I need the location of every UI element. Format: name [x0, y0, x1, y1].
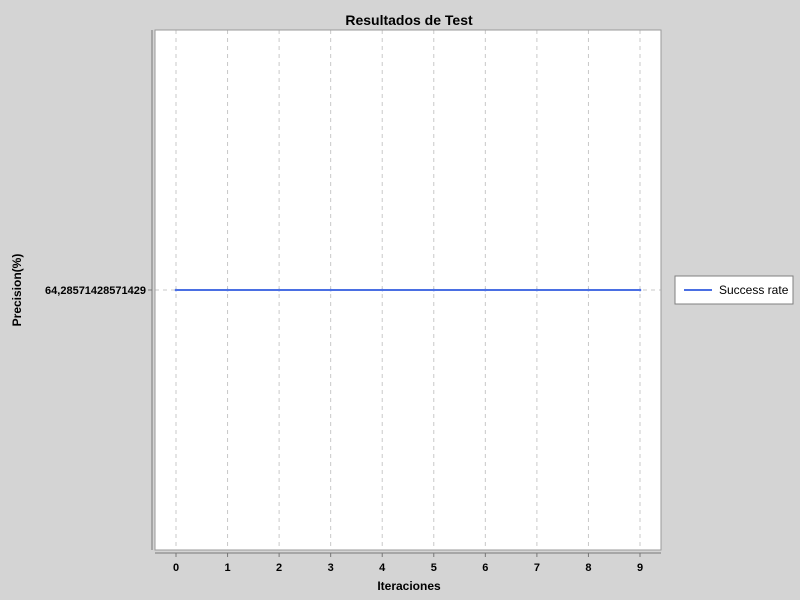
legend-series-label: Success rate	[719, 283, 789, 297]
x-tick-label: 1	[224, 562, 230, 574]
series-point	[587, 288, 590, 292]
x-tick-label: 6	[482, 562, 488, 574]
x-tick-label: 4	[379, 562, 386, 574]
x-tick-label: 7	[534, 562, 540, 574]
chart-title: Resultados de Test	[345, 12, 473, 28]
plot-border	[154, 29, 662, 551]
series-point	[277, 288, 281, 292]
x-axis-ticks: 0 1 2 3 4 5 6 7 8 9	[173, 553, 643, 574]
x-tick-label: 2	[276, 562, 282, 574]
y-axis-ticks: 64,28571428571429	[45, 285, 152, 297]
x-tick-label: 0	[173, 562, 179, 574]
x-tick-label: 9	[637, 562, 643, 574]
series-point	[174, 288, 178, 292]
series-point	[535, 288, 539, 292]
x-tick-label: 8	[585, 562, 591, 574]
series-point	[638, 288, 642, 292]
x-tick-label: 5	[431, 562, 437, 574]
series-point	[329, 288, 332, 292]
series-point	[484, 288, 487, 292]
x-tick-label: 3	[328, 562, 334, 574]
series-point	[432, 288, 436, 292]
legend: Success rate	[674, 275, 794, 305]
series-point	[226, 288, 229, 292]
y-axis-label: Precision(%)	[10, 254, 24, 327]
x-axis-label: Iteraciones	[377, 579, 441, 593]
series-point	[380, 288, 384, 292]
y-tick-label: 64,28571428571429	[45, 285, 146, 297]
series-layer	[174, 288, 642, 292]
plot-area	[151, 29, 662, 554]
